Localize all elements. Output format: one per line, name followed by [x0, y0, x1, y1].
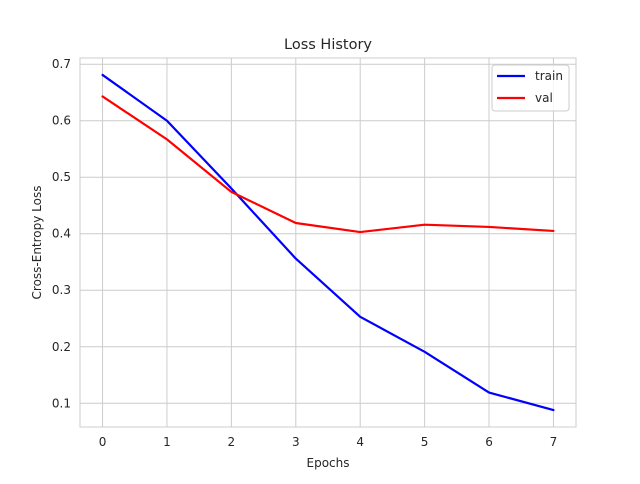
- x-tick-label: 4: [356, 435, 364, 449]
- series-lines: [101, 73, 555, 412]
- chart-title: Loss History: [284, 37, 372, 53]
- series-line-train: [101, 73, 555, 412]
- y-tick-label: 0.7: [52, 57, 71, 71]
- x-tick-label: 5: [421, 435, 429, 449]
- x-tick-label: 3: [292, 435, 300, 449]
- x-axis-label: Epochs: [307, 456, 350, 470]
- x-tick-label: 1: [163, 435, 171, 449]
- y-axis-ticks: 0.1 0.2 0.3 0.4 0.5 0.6 0.7: [52, 57, 71, 410]
- x-tick-label: 2: [228, 435, 236, 449]
- grid: [80, 58, 576, 427]
- x-tick-label: 0: [99, 435, 107, 449]
- y-tick-label: 0.2: [52, 340, 71, 354]
- y-tick-label: 0.6: [52, 114, 71, 128]
- legend-label-train: train: [535, 69, 563, 83]
- y-axis-label: Cross-Entropy Loss: [30, 186, 44, 300]
- legend: train val: [491, 64, 570, 112]
- plot-frame: [79, 57, 577, 428]
- x-tick-label: 7: [550, 435, 558, 449]
- y-tick-label: 0.5: [52, 170, 71, 184]
- x-tick-label: 6: [485, 435, 493, 449]
- y-tick-label: 0.3: [52, 283, 71, 297]
- x-axis-ticks: 0 1 2 3 4 5 6 7: [99, 435, 558, 449]
- legend-label-val: val: [535, 91, 553, 105]
- y-tick-label: 0.4: [52, 227, 71, 241]
- y-tick-label: 0.1: [52, 396, 71, 410]
- series-line-val: [101, 95, 555, 234]
